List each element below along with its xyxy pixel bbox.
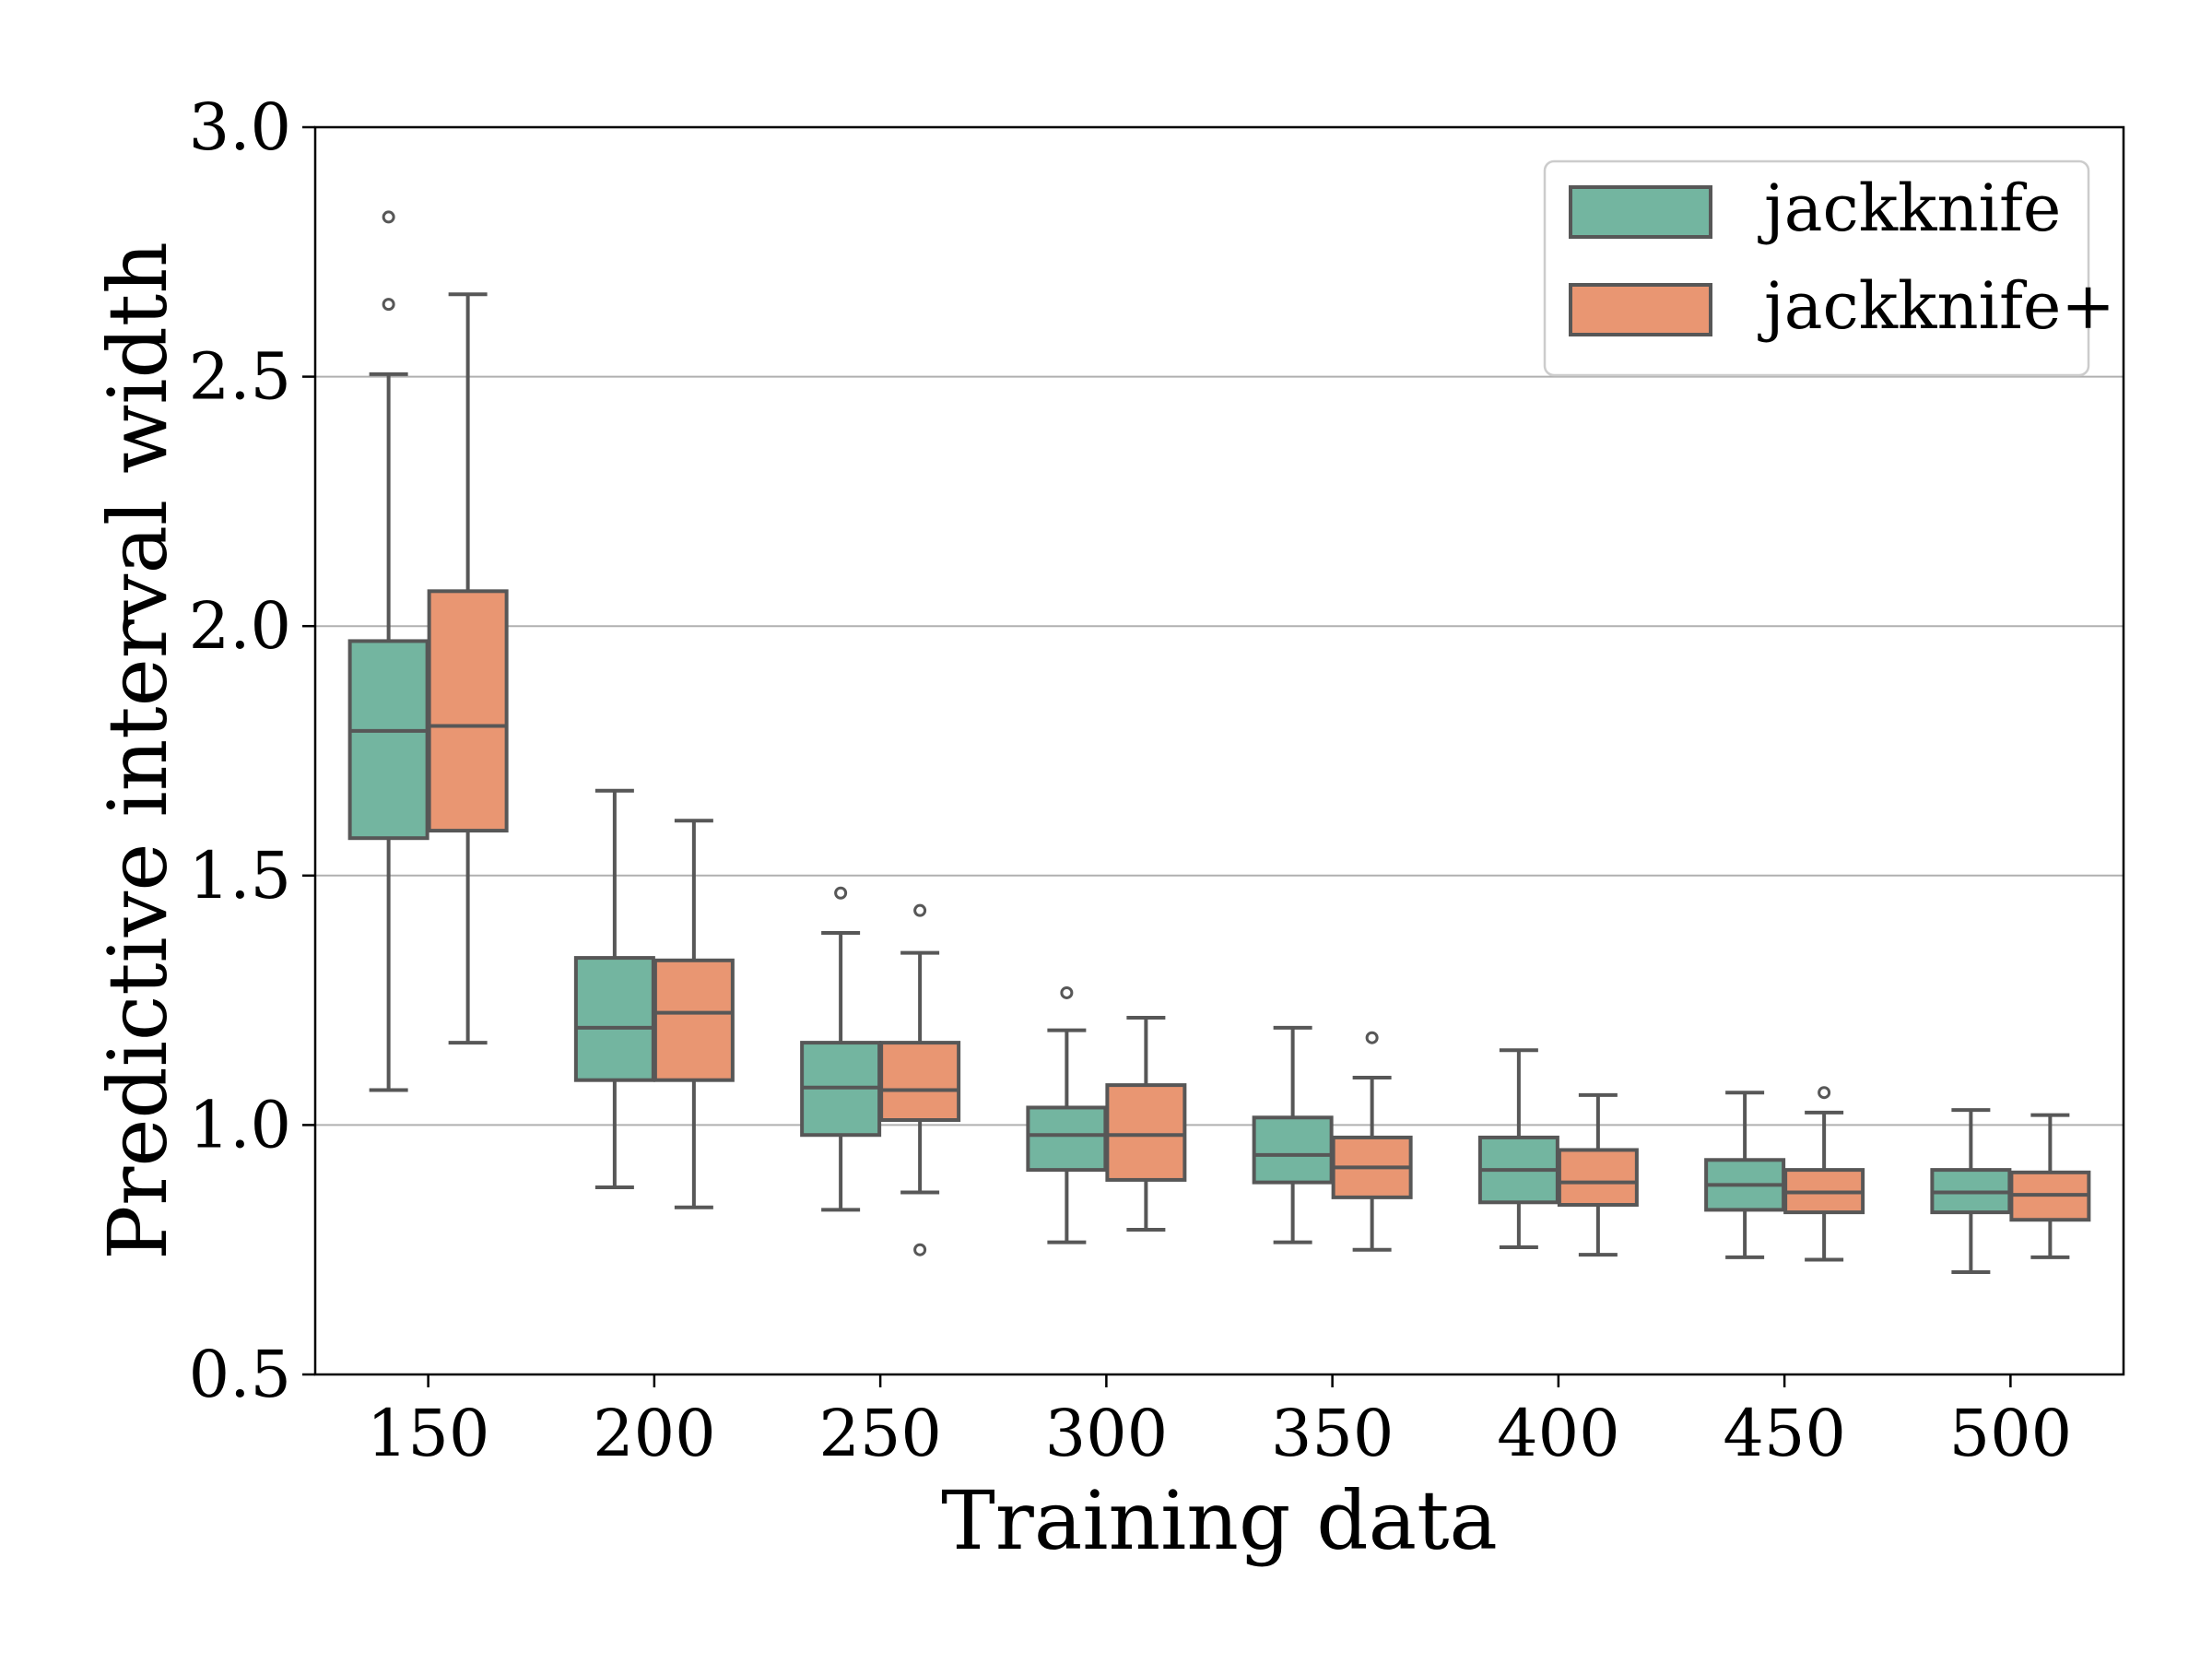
outlier-point [382,298,395,312]
outlier-point [913,903,927,917]
x-tick-label: 500 [1949,1396,2073,1471]
legend-label-jackknife+: jackknife+ [1758,268,2115,344]
legend-swatch-jackknife [1569,185,1712,239]
x-tick-label: 350 [1271,1396,1394,1471]
box-jackknife-150 [347,210,429,1092]
y-tick-label: 2.0 [189,588,291,664]
box-jackknife+-250 [879,903,961,1256]
x-tick-label: 400 [1497,1396,1620,1471]
grid-lines [315,375,2124,1126]
box-body [1252,1115,1334,1185]
box-jackknife-350 [1252,1025,1334,1244]
outlier-point [913,1243,927,1256]
box-jackknife+-150 [427,292,509,1045]
x-tick-label: 300 [1045,1396,1169,1471]
legend-label-jackknife: jackknife [1758,171,2061,246]
box-jackknife-500 [1930,1108,2012,1275]
box-jackknife+-500 [2009,1113,2091,1259]
y-tick-label: 3.0 [189,89,291,165]
y-tick-label: 1.5 [189,838,291,914]
box-body [653,958,735,1082]
y-tick-label: 0.5 [189,1337,291,1412]
legend-swatch-jackknife+ [1569,283,1712,336]
boxes [347,210,2091,1275]
box-body [879,1041,961,1122]
x-tick-label: 450 [1723,1396,1846,1471]
box-jackknife+-450 [1783,1086,1865,1262]
box-jackknife-400 [1477,1048,1559,1249]
box-body [1026,1105,1108,1173]
box-body [573,956,655,1082]
axis-ticks: 0.5 1.0 1.5 2.0 2.5 3.0 150 200 250 300 350 400 450 5… [189,89,2073,1471]
x-tick-label: 200 [593,1396,716,1471]
box-jackknife-250 [800,886,882,1212]
box-body [347,639,429,841]
legend: jackknife jackknife+ [1543,159,2115,377]
box-body [1557,1148,1639,1207]
box-jackknife-450 [1704,1091,1786,1259]
y-tick-label: 2.5 [189,339,291,415]
box-jackknife+-200 [653,819,735,1209]
y-tick-label: 1.0 [189,1087,291,1162]
box-body [427,589,509,833]
x-axis-label: Training data [941,1473,1498,1568]
x-tick-label: 250 [818,1396,942,1471]
box-jackknife+-350 [1331,1031,1413,1252]
x-tick-label: 150 [367,1396,490,1471]
box-jackknife+-400 [1557,1092,1639,1257]
outlier-point [834,886,848,900]
outlier-point [1060,985,1074,999]
y-axis-label: Predictive interval width [90,242,185,1260]
outlier-point [382,210,395,224]
outlier-point [1365,1031,1379,1044]
box-jackknife-300 [1026,985,1108,1244]
outlier-point [1818,1086,1831,1100]
box-jackknife-200 [573,788,655,1190]
box-body [1105,1083,1187,1182]
plot-frame [313,125,2125,1376]
box-jackknife+-300 [1105,1016,1187,1233]
